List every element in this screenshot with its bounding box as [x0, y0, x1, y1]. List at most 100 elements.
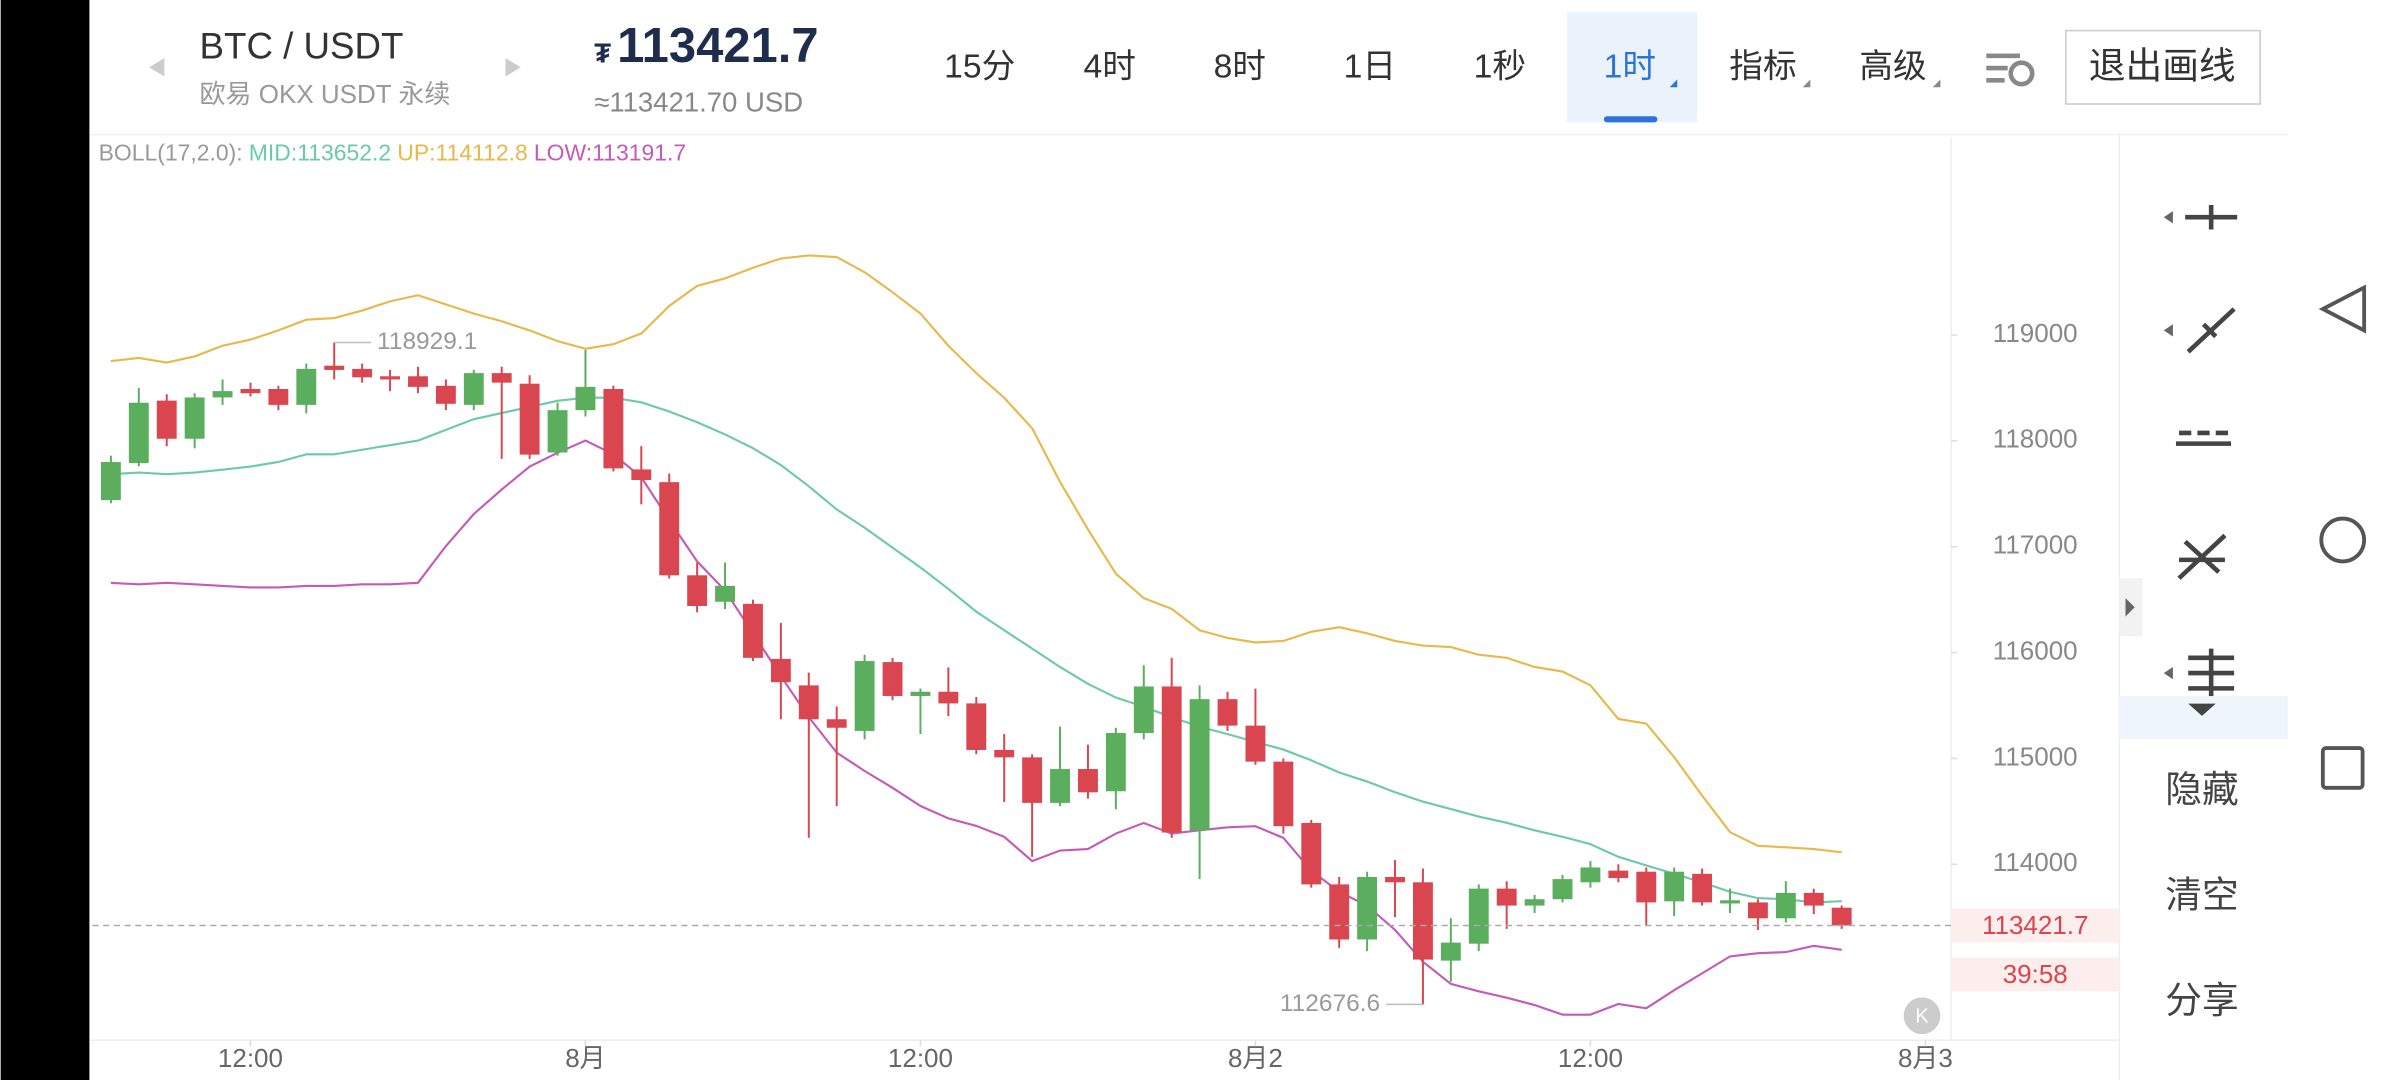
candle-body — [1301, 823, 1322, 885]
candle-body — [1664, 871, 1685, 902]
candle-body — [1189, 699, 1210, 831]
tab[interactable]: 高级 — [1859, 48, 1926, 86]
candle-body — [854, 661, 875, 731]
candle-body — [743, 603, 763, 658]
candle-body — [1133, 686, 1154, 734]
candle-body — [826, 719, 847, 728]
candle-body — [1412, 882, 1433, 960]
candle-body — [1161, 686, 1182, 833]
exchange: 欧易 OKX USDT 永续 — [200, 79, 451, 109]
last-price: 113421.7 — [617, 19, 818, 73]
candle-body — [994, 749, 1015, 758]
candle-body — [1496, 888, 1517, 906]
next-arrow[interactable] — [505, 58, 521, 77]
tool-carets — [2163, 211, 2173, 680]
tab[interactable]: 指标 — [1729, 48, 1796, 86]
candle-body — [1022, 757, 1043, 803]
tab[interactable]: 15分 — [944, 49, 1015, 86]
tabs: 15分 4时 8时 1日 1秒 1时 指标 高级 — [944, 48, 1941, 88]
exit-button[interactable] — [2065, 29, 2261, 105]
price-tag-bg — [1951, 908, 2120, 943]
y-tick-label: 119000 — [1993, 318, 2078, 348]
countdown-bg — [1951, 957, 2120, 992]
expand-caret[interactable] — [2188, 703, 2216, 716]
tab-caret — [1932, 79, 1941, 88]
y-tick-label: 115000 — [1993, 741, 2078, 771]
usd-price: ≈113421.70 USD — [594, 86, 803, 117]
candle-body — [1580, 867, 1601, 883]
y-tick-label: 118000 — [1993, 424, 2078, 454]
candle-body — [296, 368, 317, 405]
candle-body — [1440, 942, 1461, 961]
x-tick-label: 12:00 — [888, 1043, 953, 1073]
x-tick-label: 8月 — [565, 1043, 605, 1073]
candle-body — [1217, 699, 1238, 726]
toolbar-action[interactable]: 分享 — [2165, 980, 2238, 1021]
tab[interactable]: 1日 — [1344, 49, 1396, 86]
drawing-tools[interactable] — [2175, 204, 2238, 698]
candle-body — [519, 383, 540, 455]
candle-body — [268, 388, 289, 405]
plot — [100, 254, 1852, 1016]
candle-body — [798, 685, 819, 720]
candle-body — [1803, 892, 1824, 906]
logo: K — [1915, 1006, 1929, 1028]
tab[interactable]: 4时 — [1084, 49, 1136, 86]
tab[interactable]: 1时 — [1604, 49, 1656, 86]
candle-body — [380, 376, 400, 380]
logo-badge — [1903, 997, 1941, 1035]
candle-body — [575, 386, 596, 411]
boll-line — [110, 439, 1842, 1016]
prev-arrow[interactable] — [149, 58, 165, 77]
candle-body — [1692, 873, 1713, 903]
x-tick-label: 8月2 — [1228, 1043, 1283, 1073]
symbol[interactable]: BTC / USDT — [200, 26, 404, 67]
candle-body — [1636, 871, 1657, 903]
candle-body — [715, 585, 735, 602]
tab-selected-bg — [1567, 12, 1698, 123]
tab[interactable]: 8时 — [1214, 49, 1266, 86]
boll-line — [110, 396, 1842, 904]
y-tick-label: 116000 — [1993, 635, 2078, 665]
candle-body — [910, 691, 931, 696]
candle-body — [659, 482, 680, 576]
candle-body — [1720, 900, 1740, 904]
candle-body — [324, 365, 345, 370]
nav-home[interactable] — [2319, 516, 2367, 564]
candle-body — [882, 662, 903, 696]
tab[interactable]: 1秒 — [1474, 48, 1526, 86]
nav-recent[interactable] — [2320, 746, 2365, 790]
legend-name: MID: — [249, 140, 297, 166]
candle-body — [547, 410, 568, 453]
x-tick-label: 12:00 — [1558, 1043, 1623, 1073]
legend-name: LOW: — [534, 140, 592, 166]
candle-body — [184, 397, 205, 439]
candle-body — [156, 400, 177, 439]
candle-body — [1357, 876, 1378, 940]
tab-indicator — [1603, 116, 1658, 123]
toolbar-action[interactable]: 隐藏 — [2165, 769, 2238, 810]
candle-body — [770, 658, 791, 683]
toolbar-action[interactable]: 清空 — [2165, 875, 2238, 916]
candle-body — [938, 691, 959, 704]
candle-body — [100, 462, 121, 501]
x-tick-label: 8月3 — [1898, 1043, 1953, 1073]
low-label: 112676.6 — [1280, 990, 1380, 1017]
candle-body — [212, 391, 233, 398]
collapse-arrow[interactable] — [2125, 598, 2135, 617]
candle-body — [1385, 876, 1405, 883]
boll-line — [110, 254, 1842, 854]
high-label: 118929.1 — [377, 328, 477, 355]
tab-icon[interactable] — [1986, 53, 2035, 87]
candle-body — [352, 368, 373, 378]
exit-button-label[interactable]: 退出画线 — [2089, 46, 2236, 87]
candle-body — [966, 703, 987, 750]
legend-value: 113191.7 — [592, 140, 686, 166]
candle-body — [240, 388, 261, 394]
candle-body — [1273, 761, 1294, 827]
candle-body — [491, 373, 512, 383]
candle-body — [631, 469, 652, 481]
nav-back[interactable] — [2318, 284, 2367, 334]
